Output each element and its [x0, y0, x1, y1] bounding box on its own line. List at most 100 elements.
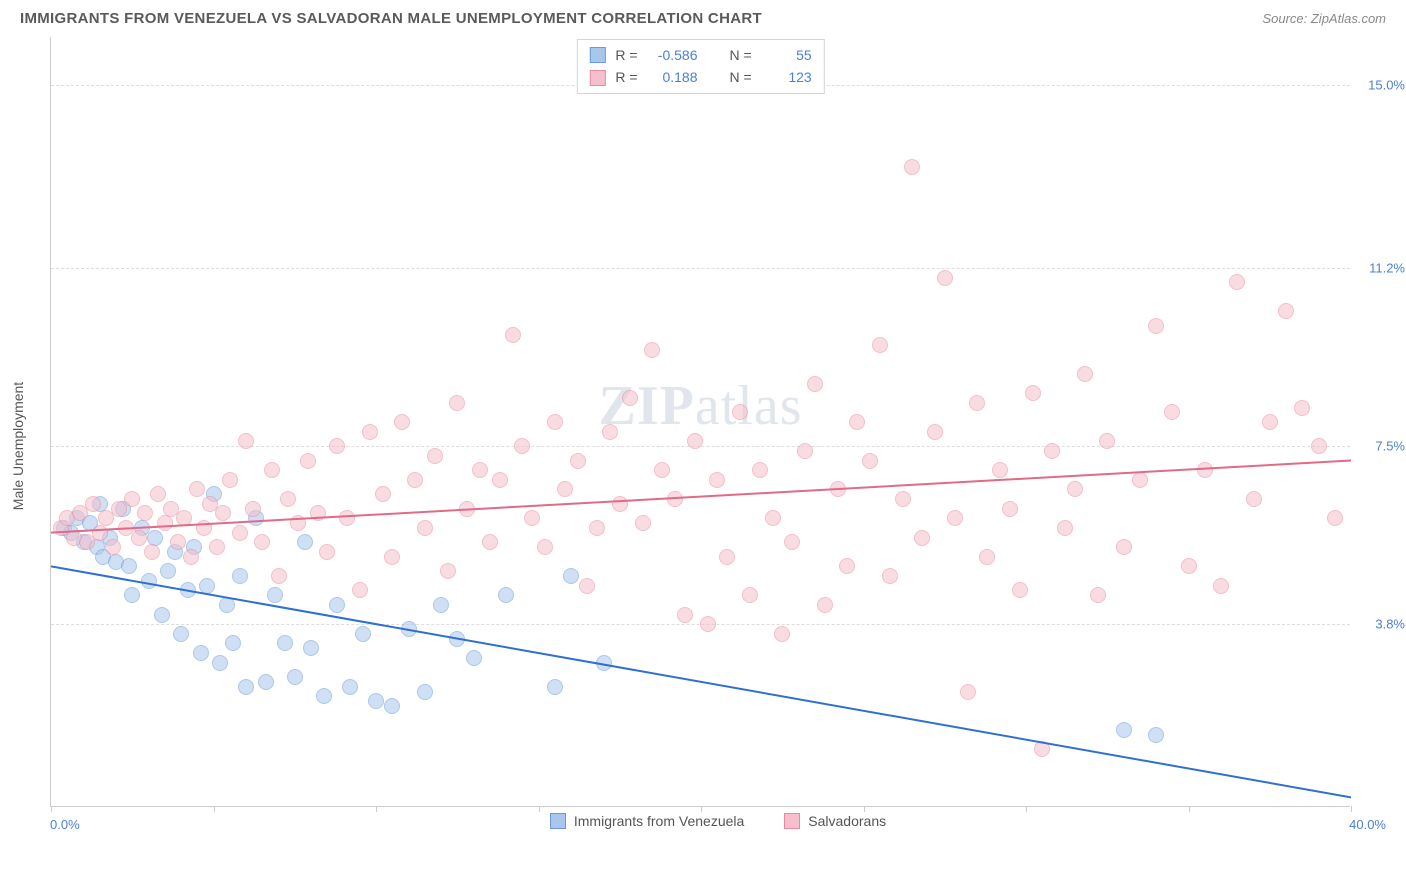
- scatter-point: [310, 505, 326, 521]
- scatter-point: [677, 607, 693, 623]
- scatter-point: [1116, 722, 1132, 738]
- scatter-point: [264, 462, 280, 478]
- scatter-point: [157, 515, 173, 531]
- scatter-point: [222, 472, 238, 488]
- legend-item: Immigrants from Venezuela: [550, 813, 744, 829]
- scatter-point: [505, 327, 521, 343]
- legend-swatch: [550, 813, 566, 829]
- y-tick-label: 3.8%: [1355, 617, 1405, 632]
- x-tick: [1351, 806, 1352, 812]
- scatter-point: [150, 486, 166, 502]
- scatter-point: [602, 424, 618, 440]
- scatter-point: [144, 544, 160, 560]
- scatter-point: [524, 510, 540, 526]
- scatter-point: [368, 693, 384, 709]
- scatter-point: [232, 568, 248, 584]
- scatter-point: [124, 491, 140, 507]
- x-axis-min: 0.0%: [50, 817, 80, 832]
- scatter-point: [176, 510, 192, 526]
- scatter-point: [303, 640, 319, 656]
- scatter-point: [384, 698, 400, 714]
- scatter-point: [215, 505, 231, 521]
- scatter-point: [1116, 539, 1132, 555]
- scatter-point: [742, 587, 758, 603]
- scatter-point: [342, 679, 358, 695]
- scatter-point: [433, 597, 449, 613]
- scatter-point: [271, 568, 287, 584]
- y-tick-label: 11.2%: [1355, 261, 1405, 276]
- legend-row: R =0.188N =123: [589, 66, 811, 88]
- scatter-point: [180, 582, 196, 598]
- scatter-point: [830, 481, 846, 497]
- legend-label: Immigrants from Venezuela: [574, 813, 744, 829]
- scatter-point: [238, 433, 254, 449]
- scatter-point: [277, 635, 293, 651]
- scatter-point: [401, 621, 417, 637]
- scatter-point: [245, 501, 261, 517]
- scatter-point: [427, 448, 443, 464]
- legend-row: R =-0.586N =55: [589, 44, 811, 66]
- scatter-point: [352, 582, 368, 598]
- scatter-point: [862, 453, 878, 469]
- scatter-point: [199, 578, 215, 594]
- scatter-point: [1262, 414, 1278, 430]
- scatter-point: [904, 159, 920, 175]
- scatter-point: [1148, 318, 1164, 334]
- scatter-point: [1229, 274, 1245, 290]
- scatter-point: [547, 414, 563, 430]
- x-tick: [1189, 806, 1190, 812]
- scatter-point: [979, 549, 995, 565]
- x-tick: [701, 806, 702, 812]
- scatter-point: [170, 534, 186, 550]
- scatter-point: [937, 270, 953, 286]
- scatter-point: [449, 395, 465, 411]
- scatter-point: [1197, 462, 1213, 478]
- scatter-point: [547, 679, 563, 695]
- scatter-point: [719, 549, 735, 565]
- scatter-point: [375, 486, 391, 502]
- scatter-point: [492, 472, 508, 488]
- x-axis-max: 40.0%: [1349, 817, 1386, 832]
- scatter-point: [895, 491, 911, 507]
- scatter-point: [472, 462, 488, 478]
- scatter-point: [947, 510, 963, 526]
- scatter-point: [1099, 433, 1115, 449]
- trend-line: [51, 461, 1351, 533]
- scatter-point: [622, 390, 638, 406]
- scatter-point: [514, 438, 530, 454]
- scatter-point: [394, 414, 410, 430]
- x-tick: [1026, 806, 1027, 812]
- scatter-point: [183, 549, 199, 565]
- scatter-point: [316, 688, 332, 704]
- scatter-point: [459, 501, 475, 517]
- legend-label: Salvadorans: [808, 813, 886, 829]
- x-tick: [214, 806, 215, 812]
- scatter-point: [355, 626, 371, 642]
- scatter-point: [225, 635, 241, 651]
- scatter-point: [557, 481, 573, 497]
- scatter-point: [882, 568, 898, 584]
- scatter-point: [238, 679, 254, 695]
- legend-swatch: [589, 70, 605, 86]
- y-axis-label: Male Unemployment: [10, 382, 26, 510]
- scatter-point: [160, 563, 176, 579]
- watermark: ZIPatlas: [599, 374, 803, 438]
- scatter-point: [960, 684, 976, 700]
- scatter-point: [232, 525, 248, 541]
- source-label: Source: ZipAtlas.com: [1262, 11, 1386, 26]
- scatter-plot: R =-0.586N =55R =0.188N =123 ZIPatlas 3.…: [50, 37, 1350, 807]
- scatter-point: [807, 376, 823, 392]
- legend-swatch: [589, 47, 605, 63]
- scatter-point: [1294, 400, 1310, 416]
- scatter-point: [1034, 741, 1050, 757]
- legend-swatch: [784, 813, 800, 829]
- scatter-point: [154, 607, 170, 623]
- scatter-point: [466, 650, 482, 666]
- legend-item: Salvadorans: [784, 813, 886, 829]
- scatter-point: [498, 587, 514, 603]
- scatter-point: [709, 472, 725, 488]
- scatter-point: [1012, 582, 1028, 598]
- scatter-point: [1213, 578, 1229, 594]
- scatter-point: [797, 443, 813, 459]
- y-tick-label: 7.5%: [1355, 439, 1405, 454]
